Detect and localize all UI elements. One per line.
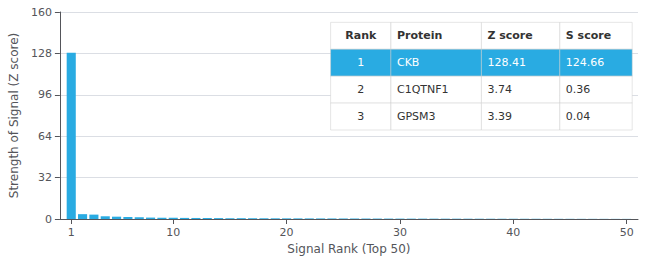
svg-text:Rank: Rank [345, 29, 377, 42]
svg-text:Signal Rank (Top 50): Signal Rank (Top 50) [287, 242, 410, 256]
svg-text:0.36: 0.36 [566, 83, 591, 96]
svg-text:Protein: Protein [397, 29, 442, 42]
svg-text:1: 1 [68, 226, 75, 239]
svg-text:128: 128 [31, 47, 52, 60]
svg-text:GPSM3: GPSM3 [397, 110, 436, 123]
svg-text:3: 3 [357, 110, 364, 123]
svg-text:50: 50 [620, 226, 634, 239]
svg-text:1: 1 [357, 56, 364, 69]
svg-text:0: 0 [45, 213, 52, 226]
svg-text:C1QTNF1: C1QTNF1 [397, 83, 449, 96]
svg-text:Z score: Z score [487, 29, 532, 42]
svg-text:3.39: 3.39 [487, 110, 512, 123]
svg-text:64: 64 [38, 130, 52, 143]
svg-text:96: 96 [38, 88, 52, 101]
svg-text:S score: S score [566, 29, 611, 42]
svg-text:20: 20 [280, 226, 294, 239]
svg-text:0.04: 0.04 [566, 110, 591, 123]
svg-text:3.74: 3.74 [487, 83, 512, 96]
svg-text:10: 10 [166, 226, 180, 239]
svg-text:CKB: CKB [397, 56, 419, 69]
svg-text:40: 40 [506, 226, 520, 239]
svg-text:2: 2 [357, 83, 364, 96]
svg-text:Strength of Signal (Z score): Strength of Signal (Z score) [7, 33, 21, 198]
svg-text:32: 32 [38, 171, 52, 184]
svg-text:124.66: 124.66 [566, 56, 605, 69]
svg-text:30: 30 [393, 226, 407, 239]
svg-text:128.41: 128.41 [487, 56, 526, 69]
svg-text:160: 160 [31, 6, 52, 19]
